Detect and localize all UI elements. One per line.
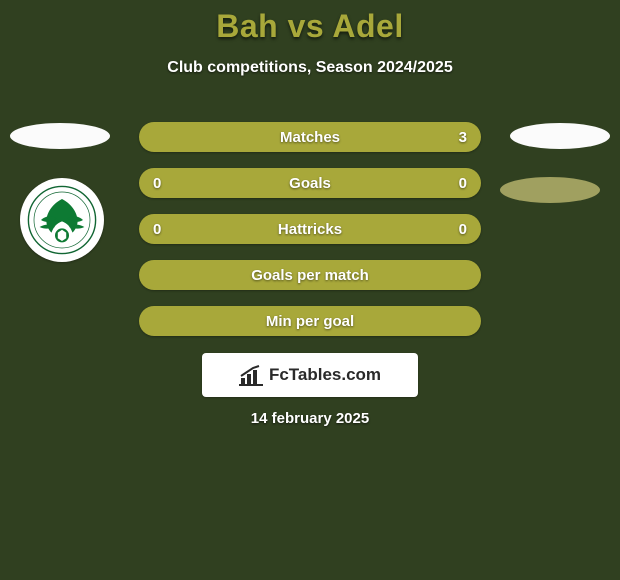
date-label: 14 february 2025 xyxy=(251,410,369,427)
eagle-crest-icon xyxy=(27,185,97,255)
stat-label: Goals xyxy=(289,175,331,192)
stat-right-value: 0 xyxy=(459,175,467,192)
stat-row-goals: 0 Goals 0 xyxy=(139,168,481,198)
brand-text: FcTables.com xyxy=(269,365,381,385)
page-title: Bah vs Adel xyxy=(0,8,620,45)
player-indicator-left xyxy=(10,123,110,149)
stat-label: Matches xyxy=(280,129,340,146)
stat-row-goals-per-match: Goals per match xyxy=(139,260,481,290)
stat-row-min-per-goal: Min per goal xyxy=(139,306,481,336)
player-indicator-right xyxy=(510,123,610,149)
stat-left-value: 0 xyxy=(153,221,161,238)
brand-box[interactable]: FcTables.com xyxy=(202,353,418,397)
club-logo-left xyxy=(20,178,104,262)
bar-chart-icon xyxy=(239,364,263,386)
stat-label: Goals per match xyxy=(251,267,369,284)
page-subtitle: Club competitions, Season 2024/2025 xyxy=(0,59,620,77)
stats-panel: Matches 3 0 Goals 0 0 Hattricks 0 Goals … xyxy=(139,122,481,336)
stat-right-value: 0 xyxy=(459,221,467,238)
stat-row-hattricks: 0 Hattricks 0 xyxy=(139,214,481,244)
stat-label: Hattricks xyxy=(278,221,342,238)
stat-label: Min per goal xyxy=(266,313,354,330)
stat-right-value: 3 xyxy=(459,129,467,146)
club-indicator-right xyxy=(500,177,600,203)
stat-row-matches: Matches 3 xyxy=(139,122,481,152)
stat-left-value: 0 xyxy=(153,175,161,192)
